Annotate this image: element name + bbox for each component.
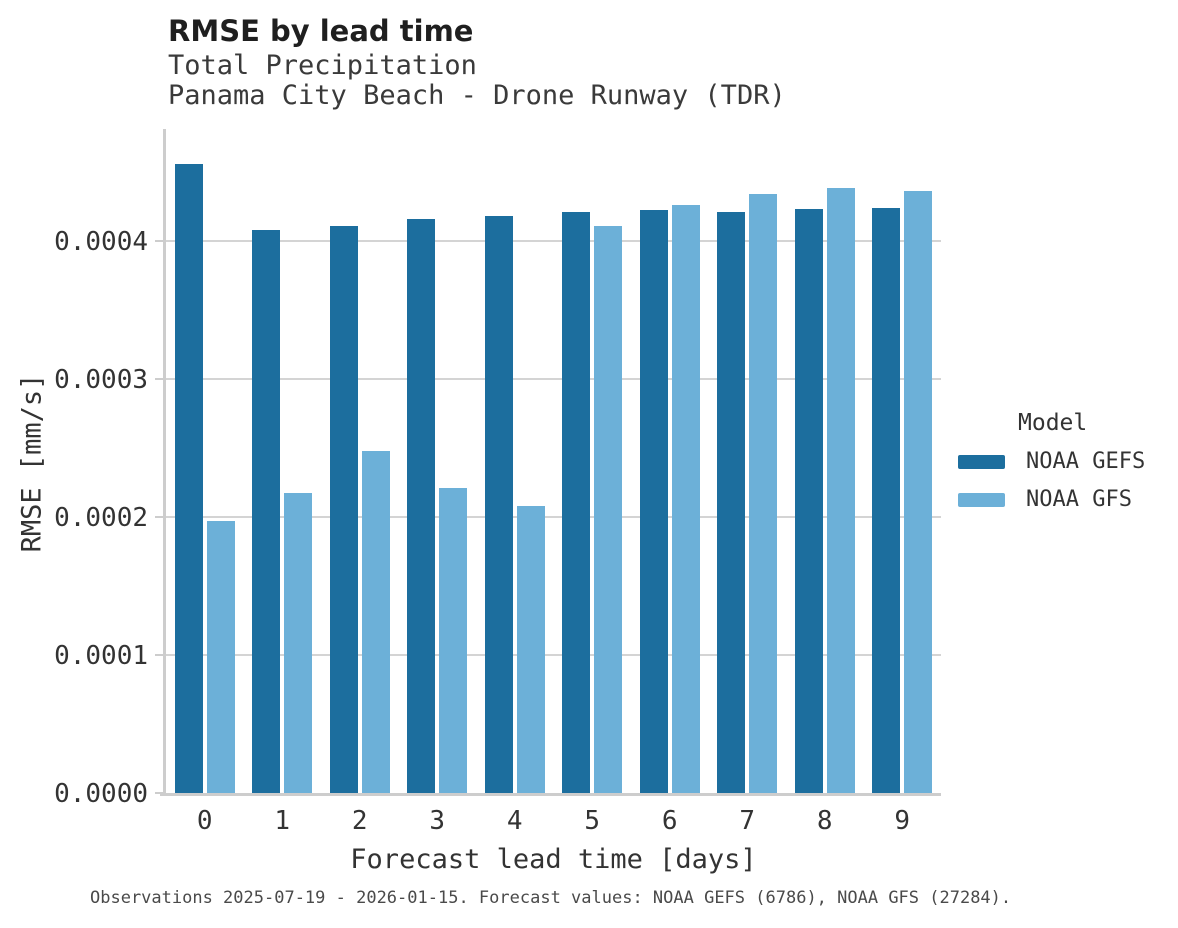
x-tick-label: 1 (274, 806, 291, 836)
x-axis-line (160, 793, 941, 796)
bar-group-lead-7 (709, 129, 787, 793)
y-tick-mark-0.0000 (155, 792, 163, 794)
bar-noaa-gefs-lead-6 (639, 210, 668, 793)
y-tick-label: 0.0003 (54, 364, 148, 395)
x-tick-label: 3 (429, 806, 446, 836)
bar-group-lead-2 (321, 129, 399, 793)
y-tick-mark-0.0004 (155, 239, 163, 242)
legend-swatch-noaa-gefs (958, 454, 1005, 469)
chart-title: RMSE by lead time (168, 14, 474, 48)
y-tick-label: 0.0000 (54, 779, 148, 809)
legend-label-noaa-gefs: NOAA GEFS (1026, 449, 1146, 474)
plot-area (160, 129, 941, 796)
gridline-0.0002 (166, 515, 941, 518)
x-axis-tick-labels: 0 1 2 3 4 5 6 7 8 9 (166, 806, 941, 836)
x-tick-label: 5 (584, 806, 601, 836)
bar-noaa-gfs-lead-6 (671, 204, 700, 793)
bar-noaa-gefs-lead-0 (174, 163, 203, 793)
bar-noaa-gefs-lead-5 (562, 211, 591, 793)
y-axis-tick-labels: 0.0000 0.0001 0.0002 0.0003 0.0004 (0, 129, 148, 809)
bar-group-lead-8 (786, 129, 864, 793)
bar-noaa-gefs-lead-2 (329, 225, 358, 793)
bar-noaa-gefs-lead-1 (252, 229, 281, 793)
y-tick-mark-0.0001 (155, 653, 163, 656)
bar-noaa-gfs-lead-2 (361, 450, 390, 793)
bar-noaa-gefs-lead-8 (794, 209, 823, 793)
bar-group-lead-1 (244, 129, 322, 793)
bar-noaa-gefs-lead-9 (872, 207, 901, 793)
x-tick-label: 9 (894, 806, 911, 836)
y-tick-mark-0.0002 (155, 515, 163, 518)
bar-noaa-gfs-lead-0 (206, 521, 235, 793)
x-tick-label: 6 (661, 806, 678, 836)
bar-noaa-gefs-lead-4 (484, 215, 513, 793)
bars-layer (166, 129, 941, 793)
legend: Model NOAA GEFS NOAA GFS (958, 410, 1145, 512)
y-axis-line (163, 129, 166, 793)
bar-noaa-gfs-lead-1 (284, 493, 313, 793)
y-tick-label: 0.0002 (54, 502, 148, 533)
chart-subtitle-location: Panama City Beach - Drone Runway (TDR) (168, 80, 786, 111)
legend-label-noaa-gfs: NOAA GFS (1026, 487, 1132, 512)
bar-group-lead-0 (166, 129, 244, 793)
legend-item-noaa-gefs: NOAA GEFS (958, 449, 1145, 474)
bar-noaa-gfs-lead-9 (904, 191, 933, 793)
bar-noaa-gefs-lead-7 (717, 211, 746, 793)
bar-noaa-gfs-lead-7 (749, 193, 778, 793)
legend-swatch-noaa-gfs (958, 492, 1005, 507)
figure-caption: Observations 2025-07-19 - 2026-01-15. Fo… (90, 888, 1012, 908)
x-tick-label: 8 (816, 806, 833, 836)
y-tick-mark-0.0003 (155, 377, 163, 380)
x-tick-label: 0 (196, 806, 213, 836)
legend-title: Model (1018, 410, 1088, 436)
gridline-0.0004 (166, 239, 941, 242)
bar-noaa-gfs-lead-4 (516, 505, 545, 793)
bar-group-lead-4 (476, 129, 554, 793)
legend-item-noaa-gfs: NOAA GFS (958, 487, 1145, 512)
x-tick-label: 4 (506, 806, 523, 836)
y-tick-label: 0.0001 (54, 640, 148, 671)
bar-group-lead-5 (554, 129, 632, 793)
chart-subtitle-variable: Total Precipitation (168, 50, 477, 81)
bar-noaa-gfs-lead-8 (826, 188, 855, 793)
x-axis-title: Forecast lead time [days] (350, 844, 757, 875)
gridline-0.0001 (166, 653, 941, 656)
bar-noaa-gfs-lead-3 (439, 487, 468, 793)
bar-noaa-gfs-lead-5 (594, 225, 623, 793)
x-tick-label: 2 (351, 806, 368, 836)
bar-group-lead-6 (631, 129, 709, 793)
bar-noaa-gefs-lead-3 (407, 218, 436, 793)
y-tick-label: 0.0004 (54, 226, 148, 257)
bar-group-lead-9 (864, 129, 942, 793)
bar-group-lead-3 (399, 129, 477, 793)
gridline-0.0003 (166, 377, 941, 380)
x-tick-label: 7 (739, 806, 756, 836)
